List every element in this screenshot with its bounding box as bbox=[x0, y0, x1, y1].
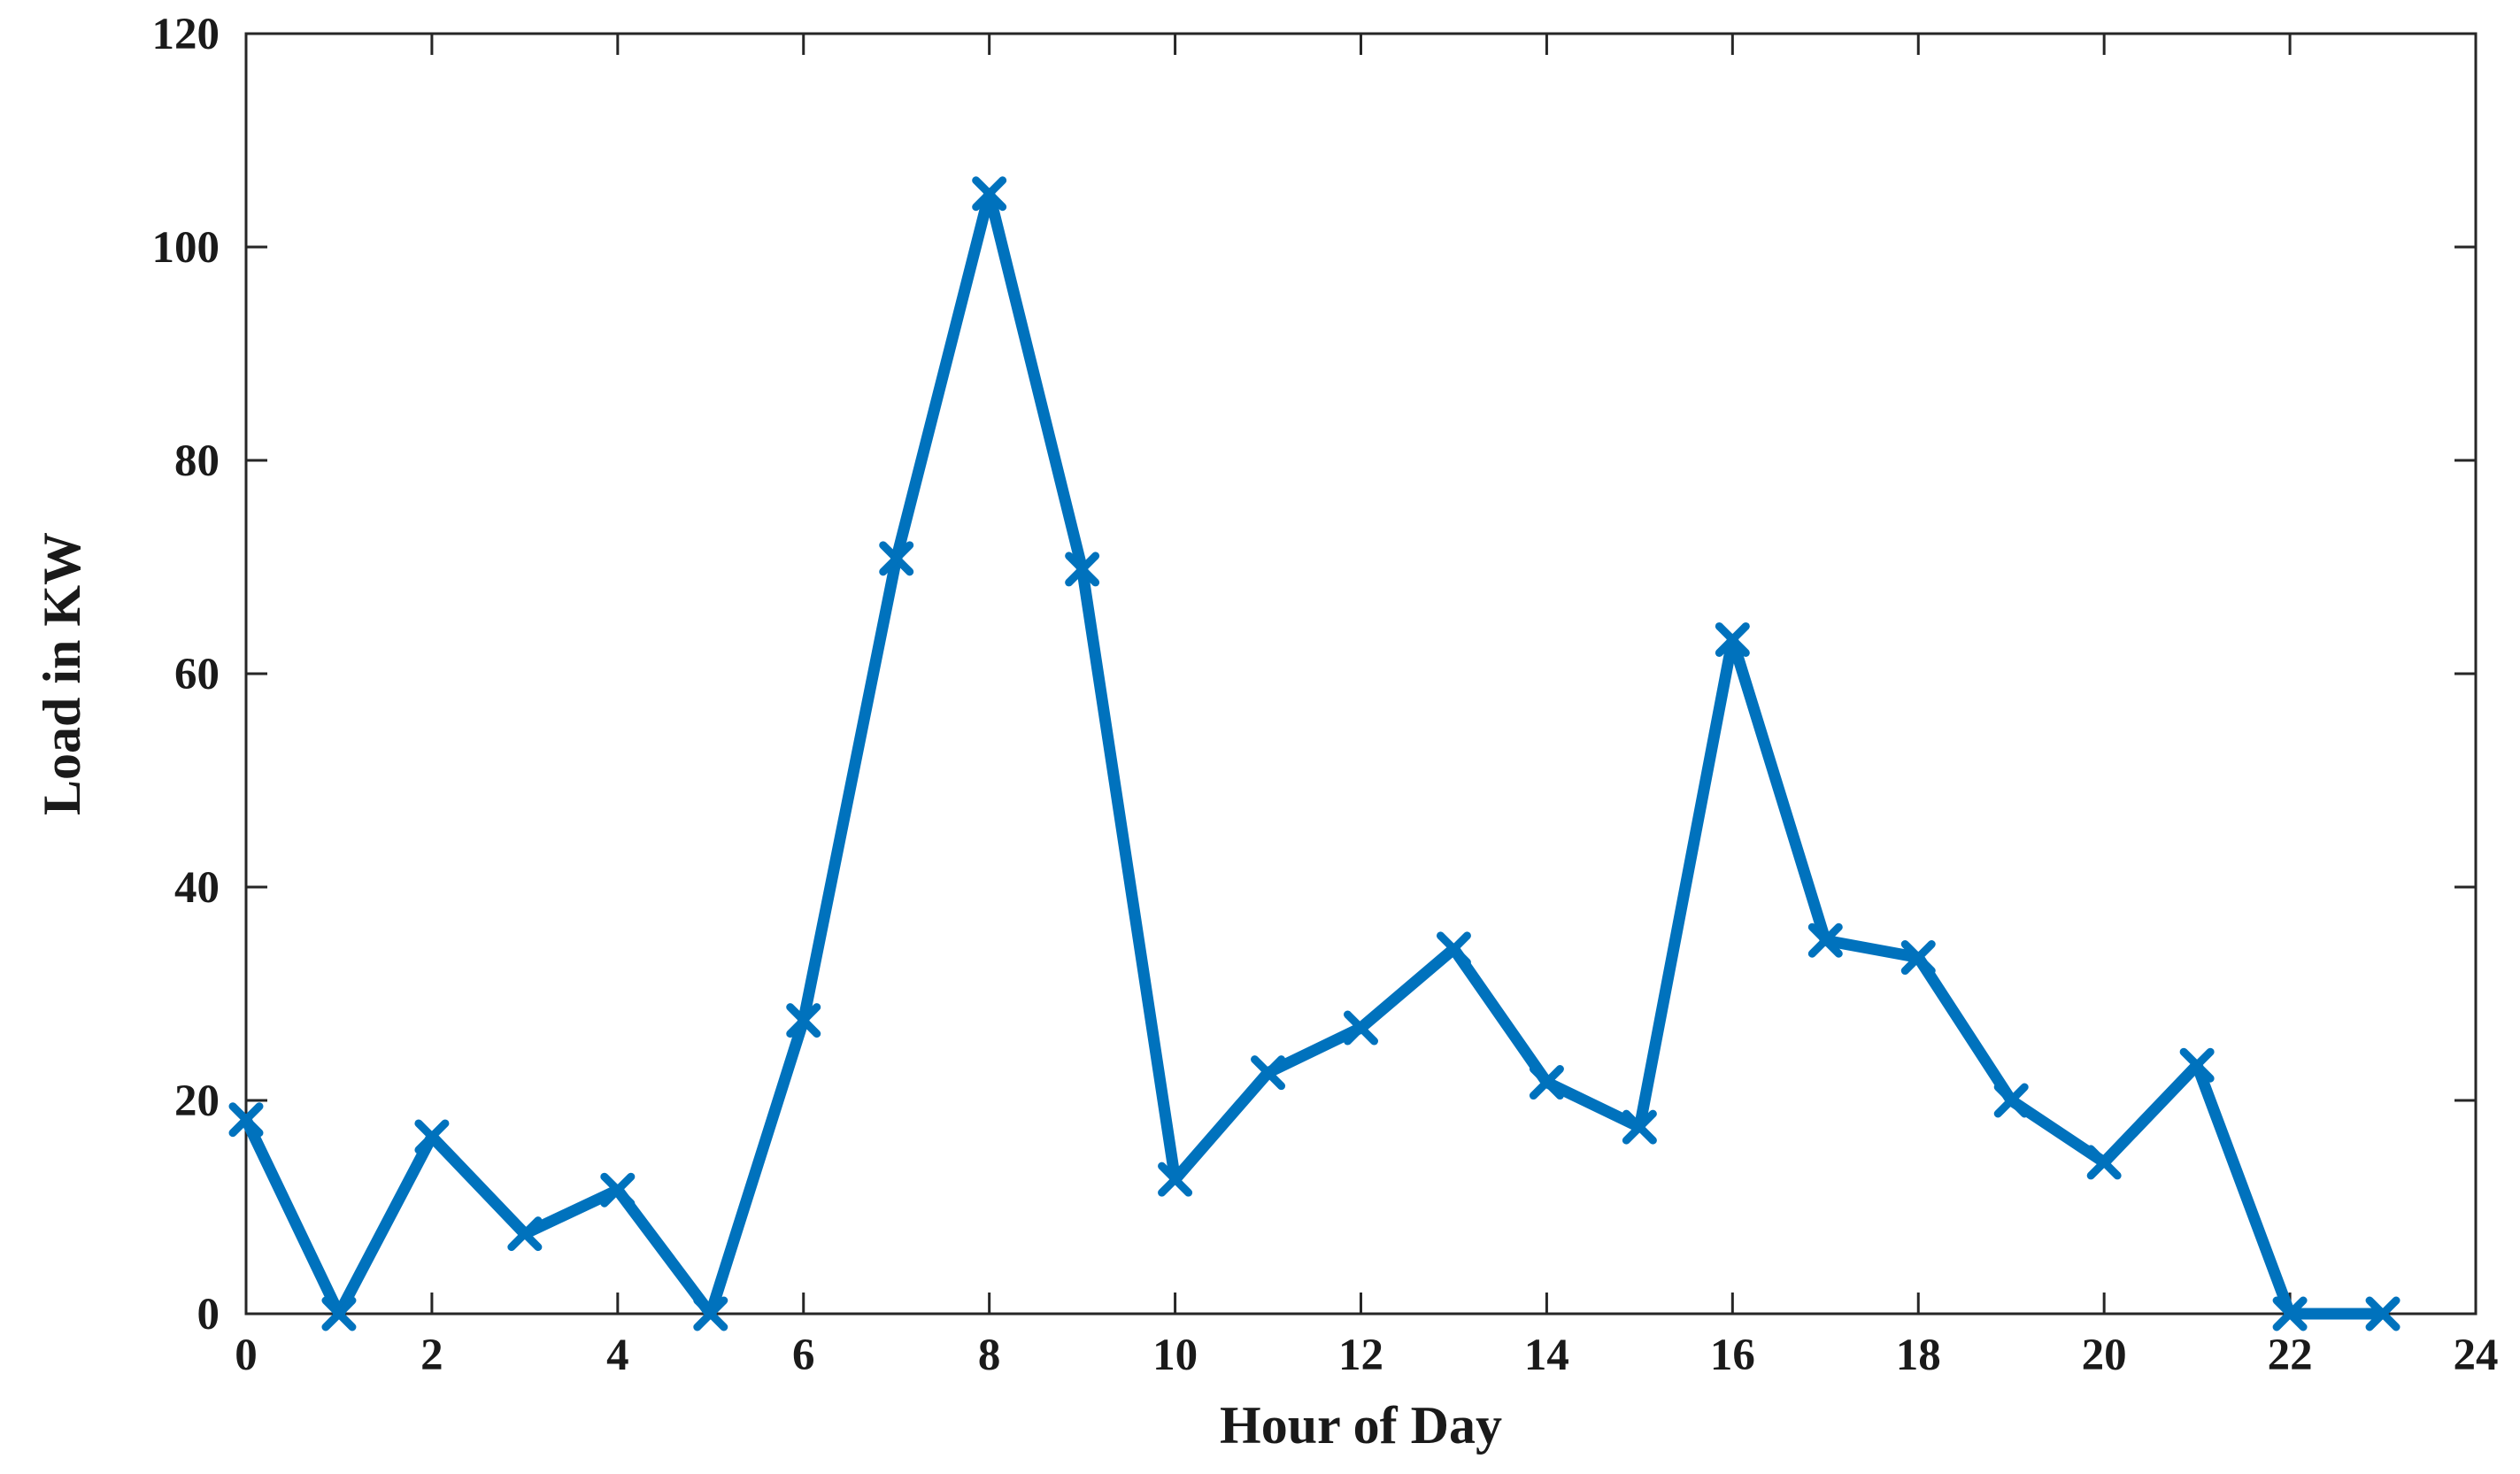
y-tick-label: 80 bbox=[174, 436, 220, 486]
y-axis-title: Load in KW bbox=[33, 532, 91, 815]
x-tick-label: 10 bbox=[1152, 1331, 1198, 1380]
x-tick-label: 14 bbox=[1524, 1331, 1569, 1380]
x-tick-label: 22 bbox=[2268, 1331, 2313, 1380]
marker-stroke bbox=[2179, 1047, 2215, 1083]
x-tick-label: 6 bbox=[792, 1331, 815, 1380]
marker-stroke bbox=[1251, 1055, 1286, 1091]
x-tick-label: 24 bbox=[2454, 1331, 2499, 1380]
marker-stroke bbox=[879, 541, 914, 576]
data-point-marker bbox=[600, 1172, 636, 1208]
data-point-marker bbox=[1622, 1109, 1657, 1145]
x-axis-title: Hour of Day bbox=[1220, 1396, 1502, 1455]
data-point-marker bbox=[2179, 1047, 2215, 1083]
marker-stroke bbox=[414, 1119, 450, 1154]
x-tick-label: 20 bbox=[2082, 1331, 2127, 1380]
data-point-marker bbox=[228, 1102, 264, 1138]
data-point-marker bbox=[1436, 931, 1471, 967]
marker-stroke bbox=[1158, 1161, 1193, 1197]
marker-stroke bbox=[507, 1216, 543, 1252]
marker-stroke bbox=[2272, 1296, 2308, 1331]
data-point-marker bbox=[2086, 1145, 2122, 1180]
data-point-marker bbox=[1065, 552, 1100, 587]
marker-stroke bbox=[786, 1003, 821, 1038]
data-point-marker bbox=[1715, 621, 1750, 657]
marker-stroke bbox=[972, 176, 1007, 212]
x-tick-label: 4 bbox=[606, 1331, 629, 1380]
data-point-marker bbox=[1251, 1055, 1286, 1091]
marker-stroke bbox=[321, 1296, 357, 1331]
y-tick-label: 60 bbox=[174, 650, 220, 699]
data-point-marker bbox=[879, 541, 914, 576]
data-point-marker bbox=[321, 1296, 357, 1331]
data-point-marker bbox=[2365, 1296, 2401, 1331]
marker-stroke bbox=[693, 1296, 728, 1331]
marker-stroke bbox=[228, 1102, 264, 1138]
x-tick-label: 18 bbox=[1896, 1331, 1941, 1380]
data-point-marker bbox=[1344, 1010, 1378, 1046]
data-point-marker bbox=[1807, 922, 1843, 958]
y-tick-label: 120 bbox=[152, 10, 220, 59]
marker-stroke bbox=[1900, 940, 1936, 976]
marker-stroke bbox=[600, 1172, 636, 1208]
y-tick-label: 20 bbox=[174, 1077, 220, 1126]
marker-stroke bbox=[1344, 1010, 1378, 1046]
series-line bbox=[240, 188, 2389, 1320]
marker-stroke bbox=[1622, 1109, 1657, 1145]
x-tick-label: 2 bbox=[420, 1331, 443, 1380]
marker-stroke bbox=[1065, 552, 1100, 587]
data-point-marker bbox=[507, 1216, 543, 1252]
marker-stroke bbox=[1715, 621, 1750, 657]
data-point-marker bbox=[2272, 1296, 2308, 1331]
x-tick-label: 0 bbox=[235, 1331, 258, 1380]
y-tick-label: 0 bbox=[197, 1290, 220, 1339]
data-point-marker bbox=[786, 1003, 821, 1038]
marker-stroke bbox=[2365, 1296, 2401, 1331]
data-point-marker bbox=[972, 176, 1007, 212]
data-point-marker bbox=[414, 1119, 450, 1154]
marker-stroke bbox=[1993, 1083, 2029, 1118]
marker-stroke bbox=[2086, 1145, 2122, 1180]
data-point-marker bbox=[693, 1296, 728, 1331]
x-tick-label: 12 bbox=[1338, 1331, 1383, 1380]
y-tick-label: 40 bbox=[174, 863, 220, 913]
data-point-marker bbox=[1529, 1065, 1564, 1100]
marker-stroke bbox=[1436, 931, 1471, 967]
marker-stroke bbox=[1529, 1065, 1564, 1100]
x-tick-label: 16 bbox=[1710, 1331, 1755, 1380]
data-point-marker bbox=[1993, 1083, 2029, 1118]
data-point-marker bbox=[1900, 940, 1936, 976]
data-point-marker bbox=[1158, 1161, 1193, 1197]
marker-stroke bbox=[1807, 922, 1843, 958]
y-tick-label: 100 bbox=[152, 223, 220, 273]
x-tick-label: 8 bbox=[978, 1331, 1001, 1380]
